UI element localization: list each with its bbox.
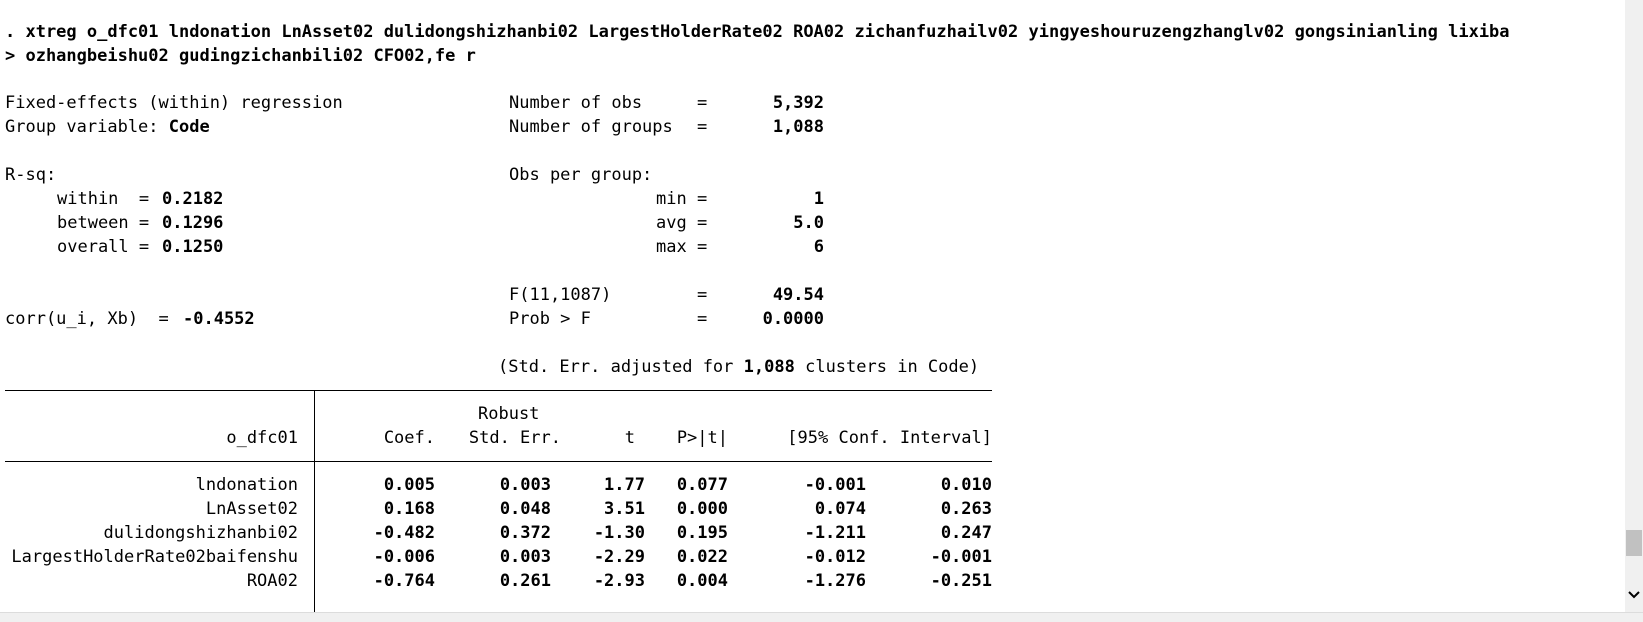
f-value: 49.54 — [772, 285, 824, 305]
scrollbar-thumb[interactable] — [1626, 530, 1642, 556]
row-var: LnAsset02 — [205, 499, 298, 519]
stderr-note: (Std. Err. adjusted for 1,088 clusters i… — [498, 355, 979, 379]
row-coef: -0.482 — [373, 523, 435, 543]
corr-label: corr(u_i, Xb) = — [5, 309, 169, 329]
row-ci-low: -1.276 — [804, 571, 866, 591]
stderr-note-clusters: 1,088 — [743, 357, 795, 377]
row-ci-low: -0.001 — [804, 475, 866, 495]
overall-label: overall = — [57, 237, 150, 257]
row-ci-low: 0.074 — [814, 499, 866, 519]
ngroups-value: 1,088 — [772, 117, 824, 137]
max-value: 6 — [813, 237, 824, 257]
corr-value: -0.4552 — [183, 309, 255, 329]
table-divider — [314, 390, 315, 612]
row-coef: 0.005 — [383, 475, 435, 495]
row-var: dulidongshizhanbi02 — [103, 523, 298, 543]
nobs-value: 5,392 — [772, 93, 824, 113]
f-eq: = — [697, 285, 708, 305]
horizontal-scrollbar[interactable] — [0, 612, 1643, 622]
command-line-2: > ozhangbeishu02 gudingzichanbili02 CFO0… — [5, 46, 476, 66]
model-title: Fixed-effects (within) regression — [5, 93, 343, 113]
group-variable-label: Group variable: — [5, 117, 159, 137]
col-t: t — [624, 428, 635, 448]
between-label: between = — [57, 213, 150, 233]
prob-label: Prob > F — [509, 309, 591, 329]
row-p: 0.004 — [676, 571, 728, 591]
ngroups-eq: = — [697, 117, 708, 137]
col-p: P>|t| — [676, 428, 728, 448]
row-var: LargestHolderRate02baifenshu — [11, 547, 298, 567]
row-t: 3.51 — [604, 499, 645, 519]
row-se: 0.003 — [499, 547, 551, 567]
row-coef: 0.168 — [383, 499, 435, 519]
row-p: 0.022 — [676, 547, 728, 567]
within-label: within = — [57, 189, 150, 209]
prob-value: 0.0000 — [762, 309, 824, 329]
table-header-rule — [5, 461, 992, 462]
max-label: max = — [656, 237, 708, 257]
row-t: -1.30 — [593, 523, 645, 543]
min-value: 1 — [813, 189, 824, 209]
row-t: 1.77 — [604, 475, 645, 495]
row-se: 0.003 — [499, 475, 551, 495]
row-p: 0.077 — [676, 475, 728, 495]
f-label: F(11,1087) — [509, 285, 612, 305]
row-ci-high: 0.247 — [940, 523, 992, 543]
scroll-down-button[interactable] — [1625, 584, 1643, 606]
ngroups-label: Number of groups — [509, 117, 673, 137]
row-ci-high: 0.010 — [940, 475, 992, 495]
col-coef: Coef. — [383, 428, 435, 448]
nobs-eq: = — [697, 93, 708, 113]
depvar-label: o_dfc01 — [226, 428, 298, 448]
stderr-note-post: clusters in Code) — [805, 357, 980, 377]
row-var: lndonation — [195, 475, 298, 495]
stderr-note-pre: (Std. Err. adjusted for — [498, 357, 734, 377]
row-var: ROA02 — [246, 571, 298, 591]
between-value: 0.1296 — [162, 213, 224, 233]
row-coef: -0.764 — [373, 571, 435, 591]
row-se: 0.372 — [499, 523, 551, 543]
row-ci-low: -1.211 — [804, 523, 866, 543]
table-top-rule — [5, 390, 992, 391]
rsq-label: R-sq: — [5, 165, 57, 185]
nobs-label: Number of obs — [509, 93, 643, 113]
avg-value: 5.0 — [793, 213, 824, 233]
row-ci-high: -0.251 — [930, 571, 992, 591]
row-t: -2.93 — [593, 571, 645, 591]
group-variable-name: Code — [168, 117, 210, 137]
avg-label: avg = — [656, 213, 708, 233]
row-p: 0.000 — [676, 499, 728, 519]
within-value: 0.2182 — [162, 189, 224, 209]
row-p: 0.195 — [676, 523, 728, 543]
row-ci-high: -0.001 — [930, 547, 992, 567]
overall-value: 0.1250 — [162, 237, 224, 257]
row-ci-low: -0.012 — [804, 547, 866, 567]
group-variable: Group variable: Code — [5, 115, 210, 139]
robust-label: Robust — [478, 404, 540, 424]
min-label: min = — [656, 189, 708, 209]
command-line-1: . xtreg o_dfc01 lndonation LnAsset02 dul… — [5, 22, 1510, 42]
row-coef: -0.006 — [373, 547, 435, 567]
row-se: 0.048 — [499, 499, 551, 519]
col-se: Std. Err. — [468, 428, 561, 448]
row-ci-high: 0.263 — [940, 499, 992, 519]
prob-eq: = — [697, 309, 708, 329]
results-window: . xtreg o_dfc01 lndonation LnAsset02 dul… — [5, 22, 1510, 612]
row-t: -2.29 — [593, 547, 645, 567]
chevron-down-icon — [1628, 591, 1640, 599]
vertical-scrollbar[interactable] — [1625, 0, 1643, 612]
obs-per-group-label: Obs per group: — [509, 165, 653, 185]
row-se: 0.261 — [499, 571, 551, 591]
col-ci: [95% Conf. Interval] — [787, 428, 992, 448]
